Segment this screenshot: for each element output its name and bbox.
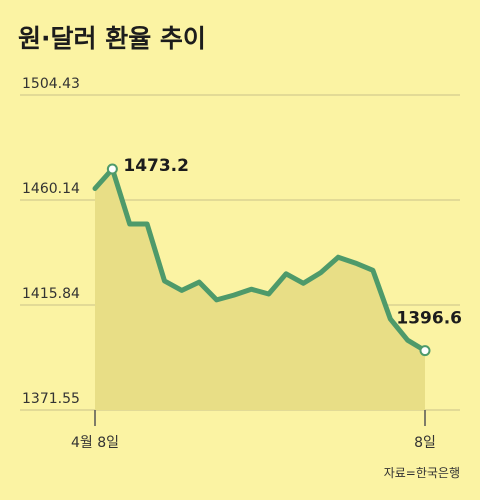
data-label: 1396.6 [396, 309, 462, 329]
series-line [92, 166, 428, 354]
series-area [95, 169, 425, 410]
data-marker [419, 345, 431, 357]
grid-layer: 1504.43 1460.14 1415.84 1371.55 4월 8일 8일 [20, 76, 460, 451]
chart-title: 원·달러 환율 추이 [18, 24, 206, 53]
line-layer [92, 166, 428, 354]
y-tick-label: 1504.43 [22, 76, 80, 92]
marker-layer [106, 163, 431, 357]
source-note: 자료=한국은행 [384, 465, 460, 480]
data-marker [106, 163, 118, 175]
y-tick-label: 1415.84 [22, 286, 80, 302]
x-tick-label: 4월 8일 [71, 435, 119, 451]
y-tick-label: 1371.55 [22, 391, 80, 407]
y-tick-label: 1460.14 [22, 181, 80, 197]
data-label: 1473.2 [123, 156, 189, 176]
area-layer [95, 169, 425, 410]
x-tick-label: 8일 [414, 435, 436, 451]
label-layer: 1473.2 1396.6 [123, 156, 462, 329]
